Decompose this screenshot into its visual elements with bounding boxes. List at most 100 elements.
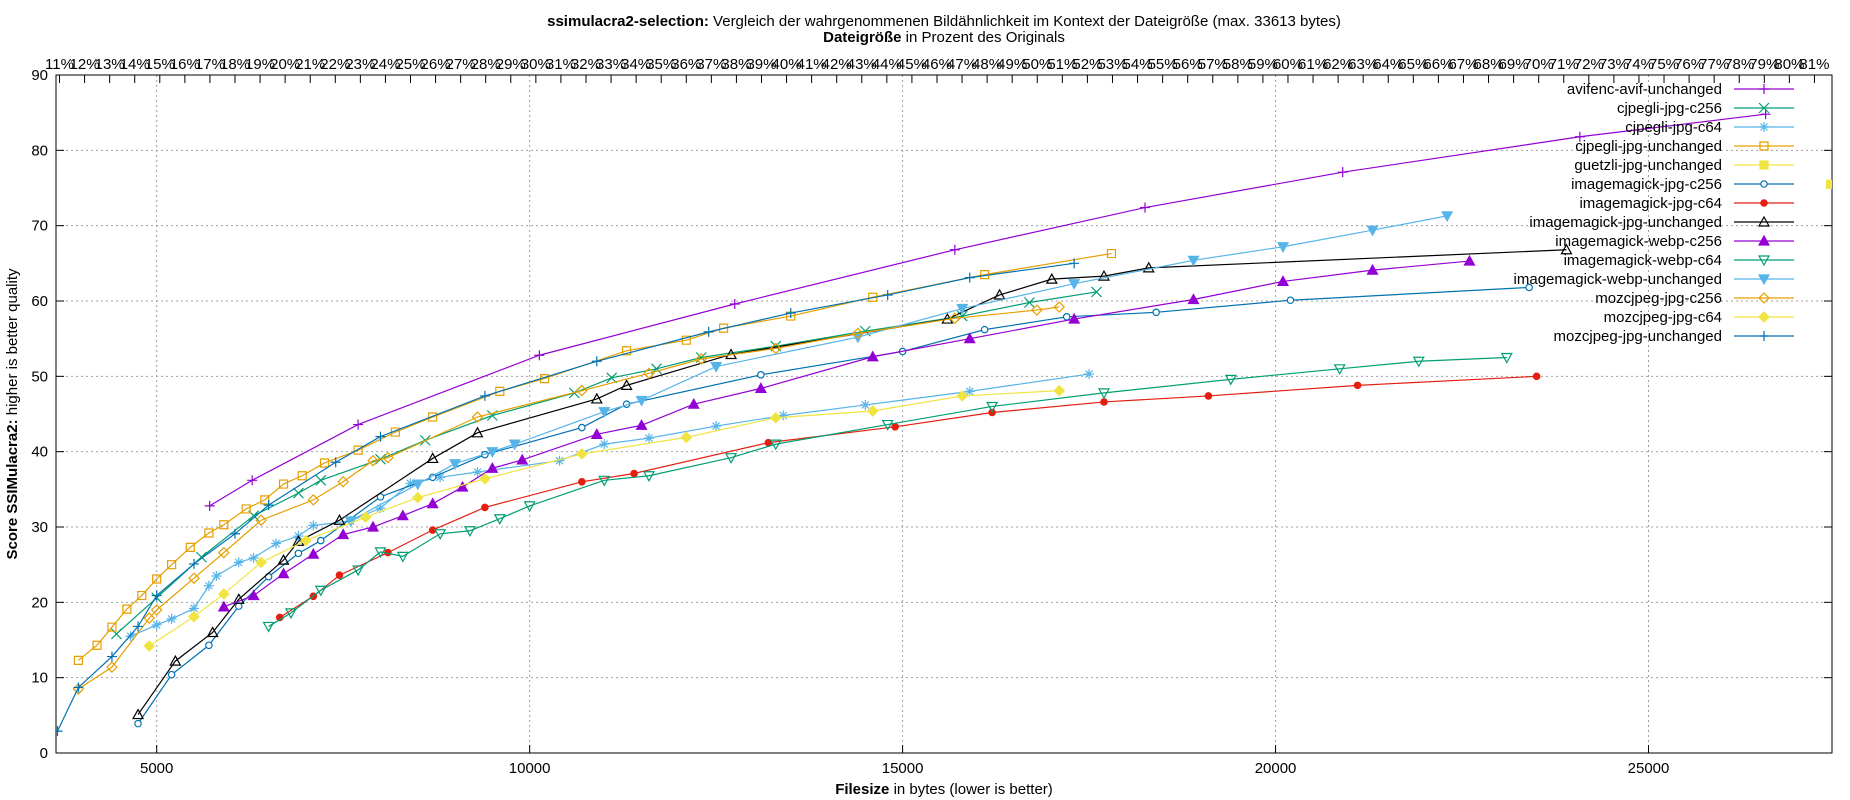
x2-tick-label: 78%	[1724, 56, 1754, 73]
data-point	[143, 612, 156, 625]
data-point	[986, 401, 999, 413]
data-point	[729, 299, 740, 310]
data-point	[411, 491, 424, 504]
data-point	[578, 423, 586, 432]
data-point	[203, 580, 214, 591]
data-point	[508, 439, 521, 451]
x2-tick-label: 28%	[471, 56, 501, 73]
x2-tick-label: 16%	[170, 56, 200, 73]
data-point	[315, 474, 327, 486]
x-tick-label: 5000	[140, 760, 173, 777]
data-point	[963, 332, 976, 344]
data-point	[330, 457, 341, 468]
data-point	[405, 478, 416, 489]
data-point	[606, 372, 618, 384]
data-point	[680, 431, 693, 444]
series-line	[116, 291, 1097, 635]
x2-tick-label: 55%	[1148, 56, 1178, 73]
data-point	[643, 433, 654, 444]
legend-marker	[1757, 255, 1771, 267]
data-point	[152, 574, 162, 584]
x2-tick-label: 54%	[1123, 56, 1153, 73]
data-point	[262, 621, 275, 633]
x2-tick-label: 38%	[721, 56, 751, 73]
data-point	[703, 326, 714, 337]
data-point	[576, 384, 588, 397]
x2-tick-label: 31%	[546, 56, 576, 73]
data-point	[390, 427, 400, 437]
x2-tick-label: 46%	[922, 56, 952, 73]
data-point	[1106, 248, 1117, 259]
x2-tick-label: 39%	[746, 56, 776, 73]
data-point	[204, 528, 214, 538]
x2-tick-label: 63%	[1348, 56, 1378, 73]
y-tick-label: 40	[31, 444, 48, 461]
x2-tick-label: 61%	[1298, 56, 1328, 73]
data-point	[278, 479, 289, 489]
legend-marker	[1757, 215, 1771, 227]
data-point	[73, 655, 83, 665]
data-point	[366, 520, 380, 532]
legend-marker	[1759, 160, 1769, 170]
y-tick-label: 90	[31, 67, 48, 84]
legend-marker	[1758, 292, 1770, 304]
data-point	[297, 471, 307, 481]
data-point	[1333, 364, 1346, 376]
data-point	[1412, 356, 1425, 368]
data-point	[891, 423, 899, 431]
series-line	[209, 113, 1766, 507]
x2-tick-label: 48%	[972, 56, 1002, 73]
data-point	[382, 451, 394, 464]
data-point	[769, 342, 782, 355]
data-point	[590, 428, 603, 439]
x2-tick-label: 37%	[696, 56, 726, 73]
data-point	[695, 353, 708, 365]
y-tick-label: 20	[31, 594, 48, 611]
data-point	[219, 520, 229, 530]
x2-tick-label: 67%	[1448, 56, 1478, 73]
data-point	[463, 526, 476, 538]
data-point	[1031, 304, 1043, 316]
data-point	[307, 547, 320, 559]
data-point	[785, 308, 796, 319]
data-point	[993, 288, 1006, 300]
data-point	[1045, 272, 1058, 284]
data-point	[375, 503, 386, 514]
data-point	[949, 244, 960, 255]
data-point	[539, 373, 550, 384]
data-point	[642, 471, 656, 483]
data-point	[277, 553, 290, 565]
data-point	[1204, 392, 1213, 400]
x2-label-text: in Prozent des Originals	[906, 29, 1065, 46]
data-point	[1068, 279, 1081, 290]
data-point	[411, 479, 424, 491]
data-point	[956, 390, 969, 402]
legend-marker	[1757, 234, 1771, 246]
data-point	[479, 390, 490, 401]
x-tick-label: 15000	[882, 760, 924, 777]
legend-label: guetzli-jpg-unchanged	[1574, 157, 1722, 174]
data-point	[248, 552, 259, 563]
x2-tick-label: 36%	[671, 56, 701, 73]
data-point	[122, 604, 132, 614]
x2-tick-label: 29%	[496, 56, 526, 73]
x2-tick-label: 11%	[45, 56, 74, 73]
x2-tick-label: 14%	[120, 56, 150, 73]
data-point	[598, 407, 611, 418]
y-tick-label: 80	[31, 142, 48, 159]
data-point	[1825, 179, 1832, 189]
data-point	[1100, 398, 1108, 406]
data-point	[314, 585, 327, 597]
data-point	[1337, 167, 1348, 178]
legend-label: mozcjpeg-jpg-c256	[1595, 290, 1722, 307]
x2-tick-label: 71%	[1549, 56, 1579, 73]
x-tick-label: 25000	[1628, 760, 1670, 777]
data-point	[622, 346, 632, 356]
data-point	[106, 651, 117, 662]
data-point	[188, 610, 200, 623]
data-point	[233, 557, 244, 568]
data-point	[1441, 211, 1454, 223]
x-label-text: in bytes (lower is better)	[894, 781, 1053, 798]
x2-tick-label: 26%	[421, 56, 451, 73]
x2-tick-label: 45%	[897, 56, 927, 73]
